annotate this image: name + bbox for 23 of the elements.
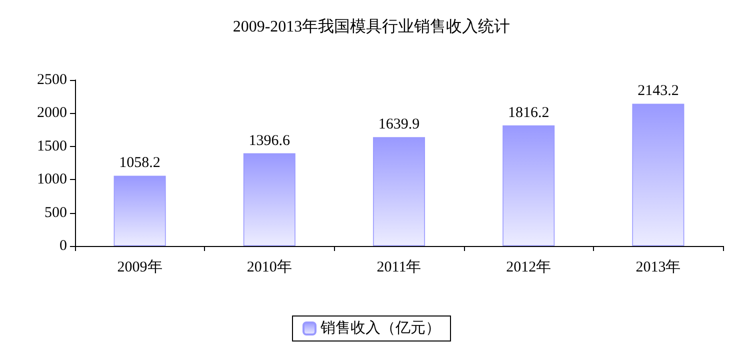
x-tick-label: 2012年 bbox=[506, 258, 552, 276]
y-tick-label: 1500 bbox=[37, 138, 67, 154]
y-tick-label: 500 bbox=[44, 204, 67, 221]
data-label: 1058.2 bbox=[119, 155, 160, 172]
x-tick-label: 2010年 bbox=[246, 258, 292, 276]
data-label: 1639.9 bbox=[378, 116, 420, 133]
bar bbox=[243, 153, 296, 246]
bar bbox=[502, 125, 555, 246]
data-label: 1396.6 bbox=[248, 132, 291, 149]
legend-label: 销售收入（亿元） bbox=[320, 320, 440, 336]
chart-title: 2009-2013年我国模具行业销售收入统计 bbox=[232, 18, 510, 36]
x-tick-label: 2011年 bbox=[376, 258, 422, 276]
bar bbox=[114, 176, 166, 246]
bar bbox=[373, 137, 425, 246]
y-tick-label: 2500 bbox=[37, 72, 67, 88]
bar bbox=[632, 104, 684, 246]
y-tick-label: 1000 bbox=[37, 172, 67, 188]
data-label: 1816.2 bbox=[508, 104, 550, 121]
y-tick-label: 2000 bbox=[37, 105, 67, 122]
data-label: 2143.2 bbox=[638, 83, 679, 100]
y-tick-label: 0 bbox=[60, 238, 67, 254]
x-tick-label: 2009年 bbox=[117, 258, 162, 276]
x-tick-label: 2013年 bbox=[636, 258, 681, 276]
